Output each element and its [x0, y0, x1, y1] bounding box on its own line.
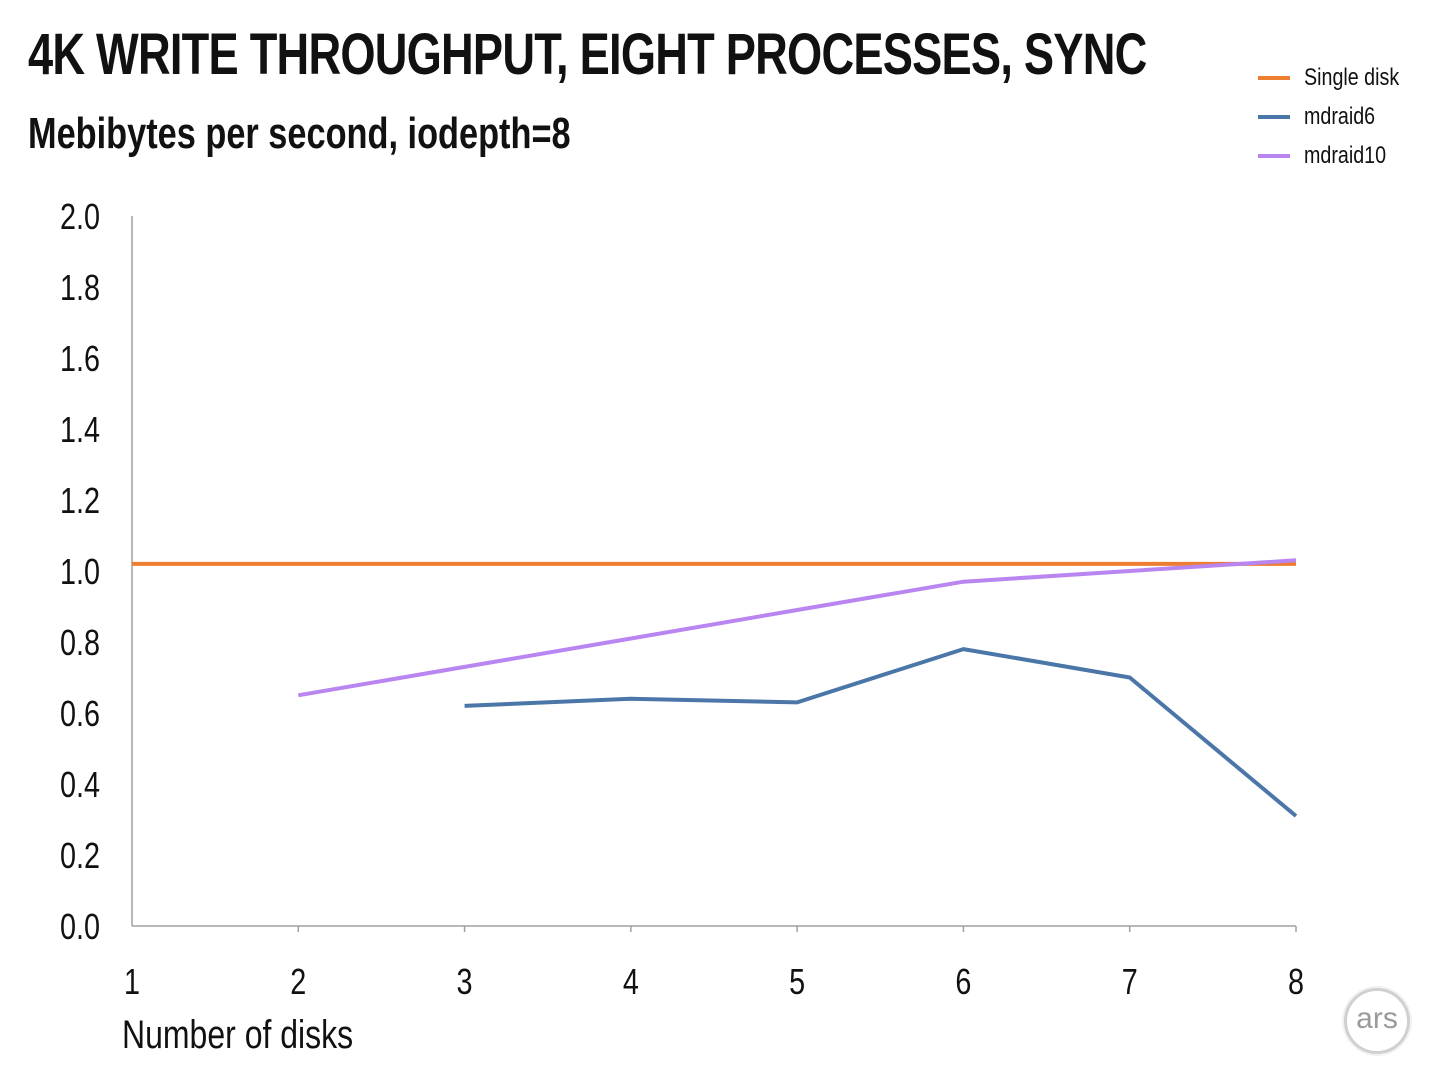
series-lines	[132, 558, 1298, 818]
legend-label-single-disk: Single disk	[1304, 63, 1400, 91]
y-tick-label: 0.8	[60, 622, 100, 663]
x-axis-title: Number of disks	[122, 1012, 353, 1057]
chart-subtitle: Mebibytes per second, iodepth=8	[28, 109, 571, 158]
x-tick-label: 7	[1122, 961, 1138, 1002]
y-tick-label: 2.0	[60, 196, 100, 237]
y-tick-label: 1.6	[60, 338, 100, 379]
ars-logo-text: ars	[1356, 1002, 1398, 1035]
x-axis-tick-labels: 1 2 3 4 5 6 7 8	[124, 961, 1304, 1002]
series-line-mdraid6	[464, 647, 1298, 818]
legend-item-mdraid10: mdraid10	[1258, 136, 1420, 175]
y-tick-label: 0.4	[60, 764, 100, 805]
legend-label-mdraid6: mdraid6	[1304, 102, 1376, 130]
legend-label-mdraid10: mdraid10	[1304, 141, 1387, 169]
y-tick-label: 0.6	[60, 693, 100, 734]
x-tick-label: 6	[955, 961, 971, 1002]
x-tick-label: 4	[623, 961, 639, 1002]
y-tick-label: 0.2	[60, 835, 100, 876]
x-tick-label: 2	[290, 961, 306, 1002]
legend-swatch-mdraid6	[1258, 114, 1290, 119]
x-tick-label: 8	[1288, 961, 1304, 1002]
y-tick-label: 1.4	[60, 409, 100, 450]
legend-swatch-mdraid10	[1258, 153, 1290, 158]
legend-item-single-disk: Single disk	[1258, 58, 1420, 97]
y-tick-label: 1.0	[60, 551, 100, 592]
x-tick-label: 3	[457, 961, 473, 1002]
y-tick-label: 1.2	[60, 480, 100, 521]
x-tick-label: 5	[789, 961, 805, 1002]
chart-axes	[131, 216, 1297, 932]
legend-swatch-single-disk	[1258, 75, 1290, 80]
y-tick-label: 0.0	[60, 906, 100, 947]
legend-item-mdraid6: mdraid6	[1258, 97, 1420, 136]
y-tick-label: 1.8	[60, 267, 100, 308]
chart-title: 4K WRITE THROUGHPUT, EIGHT PROCESSES, SY…	[28, 22, 1147, 87]
y-axis-tick-labels: 0.0 0.2 0.4 0.6 0.8 1.0 1.2 1.4 1.6 1.8 2.0	[60, 196, 100, 947]
ars-logo-icon: ars	[1344, 988, 1410, 1054]
x-tick-label: 1	[124, 961, 140, 1002]
legend: Single disk mdraid6 mdraid10	[1258, 58, 1420, 175]
series-line-mdraid10	[297, 558, 1297, 698]
